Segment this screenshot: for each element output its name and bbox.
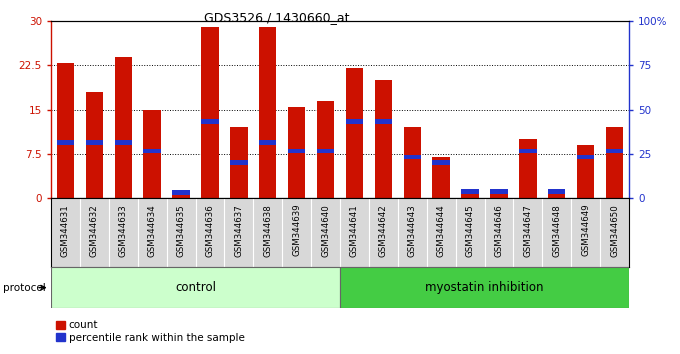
Bar [173, 190, 190, 195]
Text: GSM344645: GSM344645 [466, 204, 475, 257]
Bar [432, 157, 450, 198]
Text: GSM344638: GSM344638 [263, 204, 272, 257]
FancyBboxPatch shape [340, 267, 629, 308]
Text: GSM344631: GSM344631 [61, 204, 70, 257]
Text: GSM344635: GSM344635 [177, 204, 186, 257]
Bar [114, 57, 132, 198]
Bar [173, 191, 190, 198]
Text: GSM344648: GSM344648 [552, 204, 561, 257]
Text: GSM344634: GSM344634 [148, 204, 156, 257]
Bar [317, 149, 334, 153]
Bar [201, 27, 219, 198]
Bar [577, 155, 594, 159]
Bar [432, 160, 450, 165]
Bar [403, 155, 421, 159]
Bar [143, 149, 161, 153]
FancyBboxPatch shape [51, 267, 340, 308]
Text: myostatin inhibition: myostatin inhibition [425, 281, 544, 294]
Text: GSM344633: GSM344633 [119, 204, 128, 257]
Bar [520, 139, 537, 198]
Bar [461, 189, 479, 194]
Bar [345, 68, 363, 198]
Bar [577, 145, 594, 198]
Bar [375, 119, 392, 124]
Bar [288, 149, 305, 153]
Bar [317, 101, 334, 198]
Text: GSM344647: GSM344647 [524, 204, 532, 257]
Bar [345, 119, 363, 124]
Text: GSM344639: GSM344639 [292, 204, 301, 256]
Text: GSM344637: GSM344637 [235, 204, 243, 257]
Bar [259, 27, 276, 198]
Text: GSM344640: GSM344640 [321, 204, 330, 257]
Bar [520, 149, 537, 153]
Bar [230, 127, 248, 198]
Text: GSM344636: GSM344636 [205, 204, 214, 257]
Bar [86, 92, 103, 198]
Text: GSM344646: GSM344646 [494, 204, 503, 257]
Text: GSM344650: GSM344650 [610, 204, 619, 257]
Bar [375, 80, 392, 198]
Bar [57, 140, 74, 144]
Text: control: control [175, 281, 216, 294]
Bar [548, 190, 566, 198]
Text: GSM344649: GSM344649 [581, 204, 590, 256]
Bar [143, 110, 161, 198]
Bar [461, 190, 479, 198]
Bar [114, 140, 132, 144]
Legend: count, percentile rank within the sample: count, percentile rank within the sample [56, 320, 245, 343]
Bar [288, 107, 305, 198]
Bar [490, 189, 507, 194]
Text: GSM344644: GSM344644 [437, 204, 445, 257]
Bar [548, 189, 566, 194]
Text: GSM344643: GSM344643 [408, 204, 417, 257]
Text: GDS3526 / 1430660_at: GDS3526 / 1430660_at [204, 11, 350, 24]
Bar [606, 149, 624, 153]
Bar [201, 119, 219, 124]
Bar [606, 127, 624, 198]
Bar [57, 63, 74, 198]
Text: protocol: protocol [3, 282, 46, 293]
Bar [259, 140, 276, 144]
Bar [403, 127, 421, 198]
Text: GSM344642: GSM344642 [379, 204, 388, 257]
Text: GSM344641: GSM344641 [350, 204, 359, 257]
Text: GSM344632: GSM344632 [90, 204, 99, 257]
Bar [86, 140, 103, 144]
Bar [230, 160, 248, 165]
Bar [490, 190, 507, 198]
